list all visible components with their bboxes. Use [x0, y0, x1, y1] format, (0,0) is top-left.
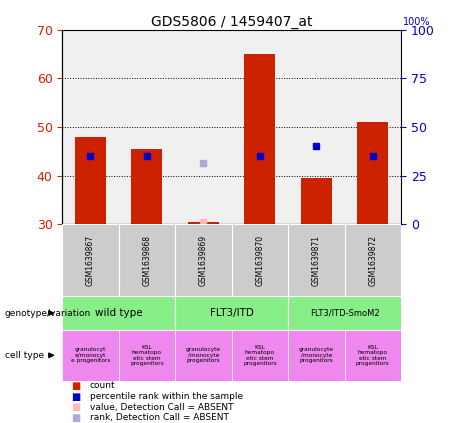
Bar	[344, 330, 401, 381]
Bar	[131, 149, 162, 224]
Text: KSL
hematopo
etic stem
progenitors: KSL hematopo etic stem progenitors	[356, 345, 390, 366]
Bar	[188, 222, 219, 224]
Text: ■: ■	[71, 413, 81, 423]
Bar	[175, 330, 231, 381]
Text: ■: ■	[71, 402, 81, 412]
Bar	[288, 296, 401, 330]
Text: GSM1639868: GSM1639868	[142, 235, 152, 286]
Bar	[62, 224, 118, 296]
Bar	[62, 296, 175, 330]
Bar	[118, 330, 175, 381]
Text: rank, Detection Call = ABSENT: rank, Detection Call = ABSENT	[90, 413, 229, 422]
Bar	[175, 224, 231, 296]
Bar	[288, 224, 344, 296]
Text: count: count	[90, 382, 116, 390]
Text: value, Detection Call = ABSENT: value, Detection Call = ABSENT	[90, 403, 233, 412]
Text: genotype/variation: genotype/variation	[5, 308, 91, 318]
Text: GSM1639869: GSM1639869	[199, 235, 208, 286]
Text: KSL
hematopo
etic stem
progenitors: KSL hematopo etic stem progenitors	[130, 345, 164, 366]
Text: cell type: cell type	[5, 351, 44, 360]
Bar	[301, 178, 332, 224]
Bar	[75, 137, 106, 224]
Title: GDS5806 / 1459407_at: GDS5806 / 1459407_at	[151, 14, 313, 29]
Text: GSM1639870: GSM1639870	[255, 235, 265, 286]
Text: wild type: wild type	[95, 308, 142, 318]
Bar	[231, 224, 288, 296]
Bar	[344, 224, 401, 296]
Bar	[231, 330, 288, 381]
Bar	[175, 296, 288, 330]
Text: granulocyte
/monocyte
progenitors: granulocyte /monocyte progenitors	[186, 347, 221, 363]
Text: granulocyt
e/monocyt
e progenitors: granulocyt e/monocyt e progenitors	[71, 347, 110, 363]
Text: 100%: 100%	[403, 17, 431, 27]
Text: granulocyte
/monocyte
progenitors: granulocyte /monocyte progenitors	[299, 347, 334, 363]
Text: KSL
hematopo
etic stem
progenitors: KSL hematopo etic stem progenitors	[243, 345, 277, 366]
Bar	[357, 122, 388, 224]
Bar	[62, 330, 118, 381]
Text: GSM1639867: GSM1639867	[86, 235, 95, 286]
Text: GSM1639871: GSM1639871	[312, 235, 321, 286]
Bar	[118, 224, 175, 296]
Bar	[288, 330, 344, 381]
Text: FLT3/ITD: FLT3/ITD	[210, 308, 254, 318]
Text: percentile rank within the sample: percentile rank within the sample	[90, 392, 243, 401]
Text: ■: ■	[71, 392, 81, 401]
Text: GSM1639872: GSM1639872	[368, 235, 378, 286]
Text: ■: ■	[71, 381, 81, 391]
Text: FLT3/ITD-SmoM2: FLT3/ITD-SmoM2	[310, 308, 379, 318]
Bar	[244, 54, 275, 224]
